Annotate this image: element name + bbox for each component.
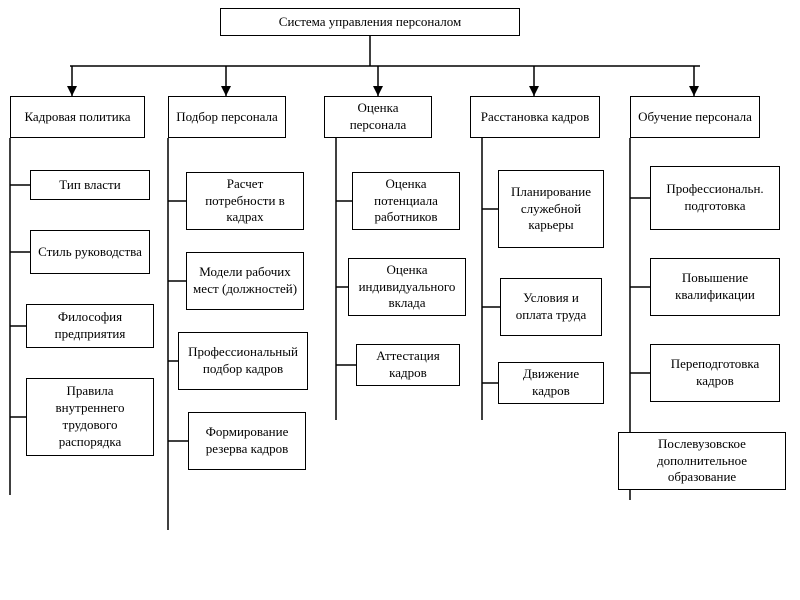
branch-2-item-0: Оценка потенциала работников [352, 172, 460, 230]
branch-header-4: Обучение персонала [630, 96, 760, 138]
branch-header-1: Подбор персонала [168, 96, 286, 138]
branch-4-item-0: Профессиональн. подготовка [650, 166, 780, 230]
branch-3-item-2: Движение кадров [498, 362, 604, 404]
branch-0-item-2: Философия предприятия [26, 304, 154, 348]
branch-header-2: Оценка персонала [324, 96, 432, 138]
branch-1-item-1: Модели рабочих мест (должностей) [186, 252, 304, 310]
branch-0-item-0: Тип власти [30, 170, 150, 200]
branch-1-item-3: Формирование резерва кадров [188, 412, 306, 470]
branch-2-item-1: Оценка индивидуального вклада [348, 258, 466, 316]
branch-1-item-0: Расчет потребности в кадрах [186, 172, 304, 230]
branch-4-item-3: Послевузовское дополнительное образовани… [618, 432, 786, 490]
branch-3-item-1: Условия и оплата труда [500, 278, 602, 336]
branch-3-item-0: Планирование служебной карьеры [498, 170, 604, 248]
branch-header-0: Кадровая политика [10, 96, 145, 138]
branch-4-item-2: Переподготовка кадров [650, 344, 780, 402]
branch-1-item-2: Профессиональный подбор кадров [178, 332, 308, 390]
root-node: Система управления персоналом [220, 8, 520, 36]
branch-4-item-1: Повышение квалификации [650, 258, 780, 316]
branch-2-item-2: Аттестация кадров [356, 344, 460, 386]
branch-0-item-3: Правила внутреннего трудового распорядка [26, 378, 154, 456]
branch-header-3: Расстановка кадров [470, 96, 600, 138]
branch-0-item-1: Стиль руководства [30, 230, 150, 274]
